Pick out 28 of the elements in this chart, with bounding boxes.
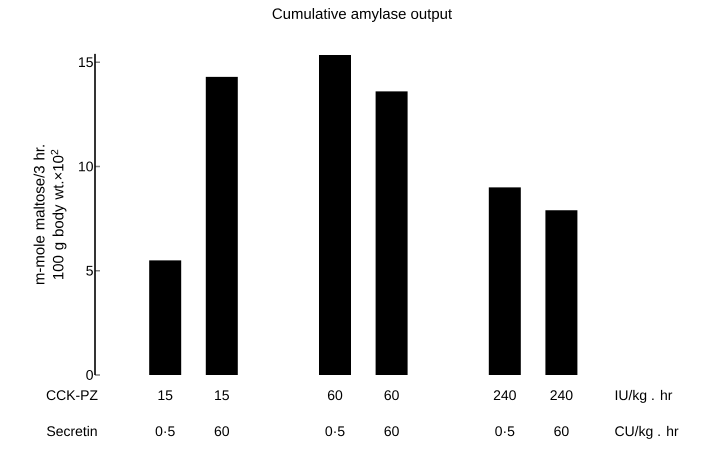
text: CCK-PZ (46, 390, 98, 400)
text: 0·5 (325, 426, 344, 436)
text: 0·5 (495, 426, 514, 436)
text: 60 (214, 426, 230, 436)
bar (488, 187, 521, 375)
x-tick-label: 240 (550, 390, 573, 400)
bar (206, 76, 238, 375)
x-tick-label: 15 (215, 390, 229, 400)
text: 60 (554, 426, 569, 436)
y-tick-label: 5 (86, 266, 93, 276)
text: Secretin (47, 426, 97, 436)
y-axis-title: m-mole maltose/3 hr. 100 g body wt.×10$^{2}$ (34, 145, 66, 284)
bar (149, 260, 182, 375)
bar (318, 54, 351, 375)
chart-title: Cumulative amylase output (272, 8, 452, 22)
bar (376, 91, 408, 375)
y-tick-label: 10 (79, 162, 93, 172)
x-tick-label: 60 (328, 390, 342, 400)
x-tick-label: 15 (158, 390, 172, 400)
text: 60 (384, 426, 399, 436)
text: 0·5 (156, 426, 175, 436)
y-tick-label: 0 (86, 370, 93, 380)
y-tick-label: 15 (79, 57, 93, 68)
x-tick-label: 60 (384, 390, 399, 400)
text: CU/kg . hr (615, 426, 678, 439)
x-tick-label: 240 (494, 390, 516, 400)
bar (545, 210, 578, 375)
text: IU/kg . hr (616, 390, 672, 403)
